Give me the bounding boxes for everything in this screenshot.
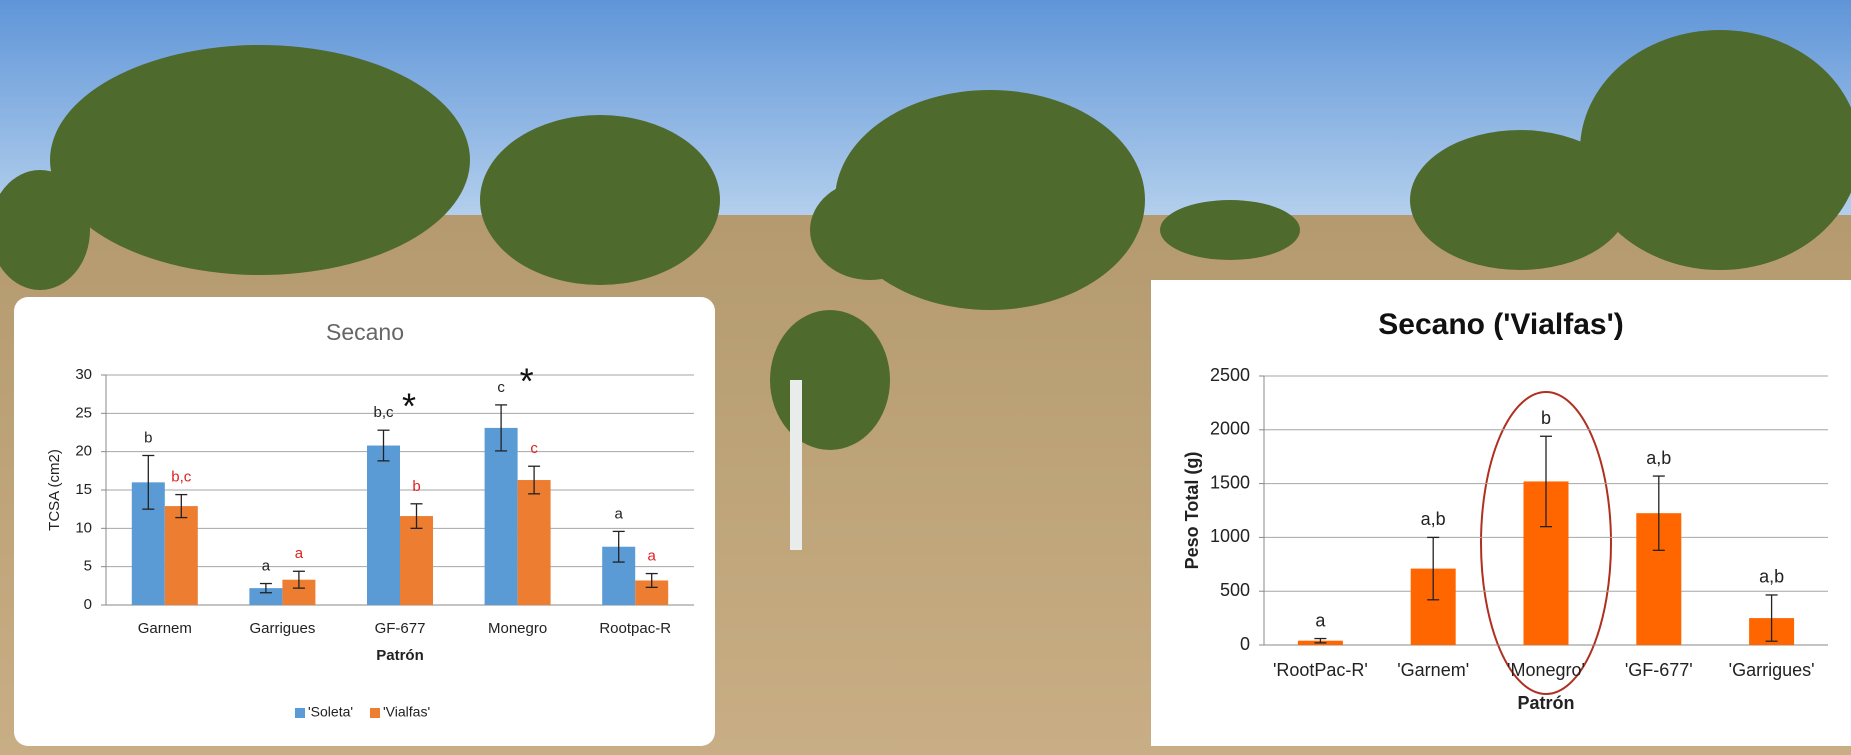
legend-swatch <box>370 708 380 718</box>
error-bar <box>1540 435 1552 528</box>
significance-letter: a,b <box>1421 509 1446 529</box>
y-tick-label: 25 <box>75 404 92 421</box>
significance-letter: a,b <box>1646 448 1671 468</box>
significance-letter: a <box>262 558 271 575</box>
y-tick-label: 20 <box>75 443 92 460</box>
error-bar <box>410 503 423 529</box>
significance-letter: a <box>295 545 304 562</box>
legend-label: 'Soleta' <box>308 704 353 720</box>
significance-letter: b <box>1541 408 1551 428</box>
y-tick-label: 10 <box>75 519 92 536</box>
error-bar <box>1427 536 1440 601</box>
chart-title: Secano <box>326 319 404 345</box>
bar <box>484 427 518 605</box>
y-tick-label: 2000 <box>1210 419 1250 439</box>
chart-title: Secano ('Vialfas') <box>1378 308 1623 341</box>
error-bar <box>645 572 658 589</box>
bar <box>517 480 551 605</box>
error-bar <box>1652 475 1665 551</box>
y-tick-label: 30 <box>75 366 92 383</box>
legend-label: 'Vialfas' <box>383 704 430 720</box>
error-bar <box>259 582 272 594</box>
significance-letter: a <box>648 548 657 565</box>
legend-swatch <box>295 708 305 718</box>
significance-letter: c <box>530 440 538 457</box>
x-tick-label: 'Garnem' <box>1397 660 1469 680</box>
x-tick-label: Rootpac-R <box>599 620 671 637</box>
x-tick-label: 'GF-677' <box>1625 660 1693 680</box>
bar <box>367 445 400 605</box>
error-bar <box>528 465 541 495</box>
significance-letter: a <box>615 505 624 522</box>
x-tick-label: Garrigues <box>249 620 315 637</box>
chart-panel: Secano ('Vialfas') 0 500 1000 1500 2000 2500 'R… <box>1151 280 1851 746</box>
y-tick-label: 1500 <box>1210 472 1250 492</box>
x-tick-label: Garnem <box>138 620 192 637</box>
significance-letter: b <box>144 429 152 446</box>
highlight-ellipse <box>1480 391 1612 695</box>
significance-asterisk: * <box>402 386 416 427</box>
y-tick-label: 2500 <box>1210 365 1250 385</box>
error-bar <box>1765 594 1778 642</box>
panel-background <box>14 297 715 746</box>
y-tick-label: 1000 <box>1210 526 1250 546</box>
bar <box>164 506 198 605</box>
y-tick-label: 15 <box>75 481 92 498</box>
y-tick-label: 0 <box>84 596 92 613</box>
error-bar <box>1314 637 1327 644</box>
error-bar <box>175 493 188 519</box>
tree-guard <box>790 380 802 550</box>
bar <box>249 588 283 605</box>
error-bar <box>292 570 305 589</box>
trees <box>0 30 1851 450</box>
error-bar <box>495 404 508 452</box>
chart-panel: Secano 0 5 10 15 20 25 30 Garnem b b,c Garrigues a a G… <box>14 297 715 746</box>
x-axis-title: Patrón <box>1517 693 1574 713</box>
x-tick-label: Monegro <box>488 620 547 637</box>
significance-letter: b,c <box>373 404 394 421</box>
y-axis-title: Peso Total (g) <box>1182 452 1202 570</box>
significance-asterisk: * <box>520 360 534 401</box>
x-tick-label: 'Monegro' <box>1507 660 1585 680</box>
significance-letter: a <box>1315 610 1326 630</box>
error-bar <box>377 429 390 462</box>
panel-background <box>1151 280 1851 746</box>
significance-letter: b,c <box>171 469 192 486</box>
y-axis-title: TCSA (cm2) <box>46 449 63 531</box>
x-tick-label: 'RootPac-R' <box>1273 660 1368 680</box>
x-axis-title: Patrón <box>376 647 424 664</box>
y-tick-label: 0 <box>1240 634 1250 654</box>
x-tick-label: GF-677 <box>375 620 426 637</box>
error-bar <box>142 454 155 510</box>
significance-letter: b <box>412 478 420 495</box>
significance-letter: a,b <box>1759 567 1784 587</box>
y-tick-label: 5 <box>84 558 92 575</box>
x-tick-label: 'Garrigues' <box>1729 660 1815 680</box>
bar <box>400 516 433 605</box>
significance-letter: c <box>497 379 505 396</box>
error-bar <box>612 530 625 563</box>
y-tick-label: 500 <box>1220 580 1250 600</box>
